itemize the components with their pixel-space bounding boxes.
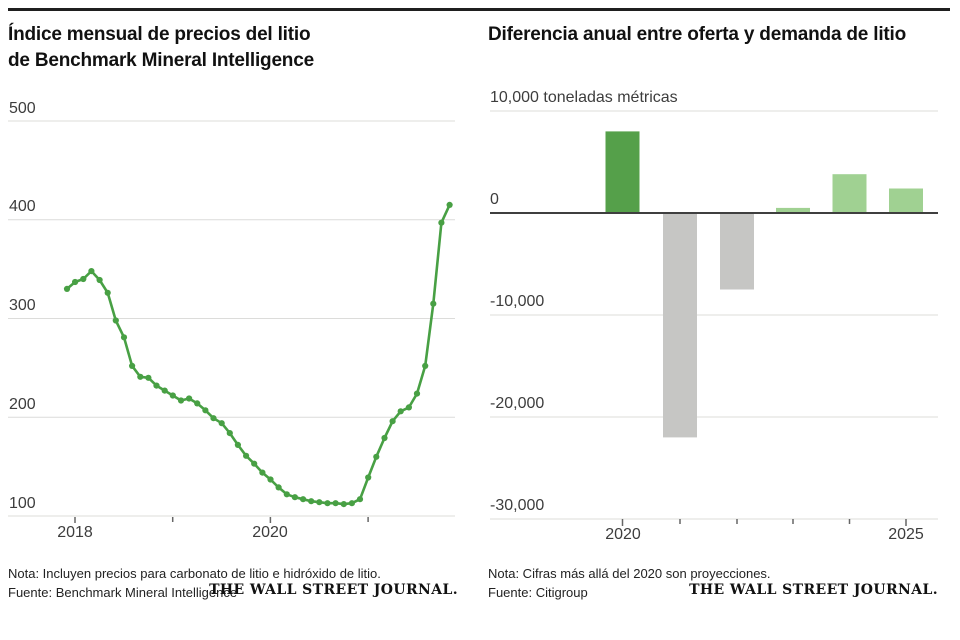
left-ytick-400: 400 (9, 198, 36, 215)
right-ytick-0: 0 (490, 191, 499, 208)
bar-2025 (889, 188, 923, 213)
price-point (413, 390, 421, 397)
price-point (96, 276, 103, 284)
left-chart-title: Índice mensual de precios del litio de B… (8, 22, 448, 74)
price-point (397, 408, 404, 415)
price-point (430, 300, 437, 307)
price-line (65, 203, 451, 506)
price-point (324, 500, 331, 507)
price-point (348, 500, 355, 507)
right-note: Nota: Cifras más allá del 2020 son proye… (488, 566, 771, 581)
price-point (259, 469, 266, 476)
price-point (218, 420, 225, 427)
lithium-price-line-chart (8, 120, 455, 523)
price-point (438, 219, 445, 226)
price-point (446, 201, 453, 208)
right-ytick-neg10000: -10,000 (490, 293, 545, 310)
price-point (63, 285, 71, 292)
price-point (137, 373, 144, 380)
price-point (88, 268, 95, 275)
price-point (316, 499, 323, 506)
price-point (72, 278, 79, 286)
price-point (129, 362, 136, 369)
right-axis-unit-label: 10,000 toneladas métricas (490, 89, 678, 106)
price-point (283, 491, 290, 498)
left-source: Fuente: Benchmark Mineral Intelligence (8, 585, 238, 600)
price-point (234, 441, 241, 448)
right-xtick-2020: 2020 (605, 526, 641, 543)
price-point (340, 501, 347, 508)
price-point (153, 382, 160, 389)
bar-2023 (776, 207, 810, 213)
price-point (381, 434, 388, 442)
price-point (356, 496, 364, 503)
price-point (169, 392, 176, 399)
top-rule (8, 8, 950, 11)
left-wsj-logo: THE WALL STREET JOURNAL. (209, 582, 458, 598)
price-point (112, 317, 119, 324)
price-point (226, 430, 233, 437)
bar-2022 (720, 213, 754, 290)
price-point (186, 395, 193, 402)
right-source: Fuente: Citigroup (488, 585, 588, 600)
left-ytick-200: 200 (9, 396, 36, 413)
price-point (177, 397, 185, 404)
price-point (373, 453, 380, 460)
price-point (194, 400, 201, 407)
left-note: Nota: Incluyen precios para carbonato de… (8, 566, 381, 581)
price-point (80, 275, 87, 283)
left-ytick-100: 100 (9, 495, 36, 512)
price-point (145, 374, 152, 381)
left-xtick-2018: 2018 (57, 524, 93, 541)
bar-2021 (663, 213, 697, 438)
bar-2024 (832, 174, 867, 213)
price-point (365, 474, 372, 481)
price-point (300, 496, 307, 503)
left-ytick-500: 500 (9, 100, 36, 117)
left-xtick-2020: 2020 (252, 524, 288, 541)
price-point (243, 452, 250, 459)
right-wsj-logo: THE WALL STREET JOURNAL. (689, 582, 938, 598)
price-point (210, 415, 217, 422)
price-point (251, 460, 258, 467)
left-chart-title-line1: Índice mensual de precios del litio (8, 24, 311, 45)
price-point (202, 407, 209, 414)
price-point (308, 498, 315, 505)
price-point (104, 289, 111, 296)
price-point (120, 334, 128, 341)
price-point (275, 484, 282, 491)
price-point (389, 418, 396, 425)
price-point (161, 387, 168, 394)
right-chart-title: Diferencia anual entre oferta y demanda … (488, 24, 907, 45)
supply-demand-bar-chart (490, 110, 938, 526)
left-chart-title-line2: de Benchmark Mineral Intelligence (8, 50, 314, 71)
price-point (332, 500, 339, 507)
price-point (405, 404, 412, 411)
right-ytick-neg20000: -20,000 (490, 395, 545, 412)
right-ytick-neg30000: -30,000 (490, 497, 545, 514)
right-xtick-2025: 2025 (888, 526, 924, 543)
price-point (291, 494, 298, 501)
price-point (267, 476, 274, 483)
price-point (422, 362, 429, 369)
bar-2020 (605, 131, 640, 213)
left-ytick-300: 300 (9, 297, 36, 314)
